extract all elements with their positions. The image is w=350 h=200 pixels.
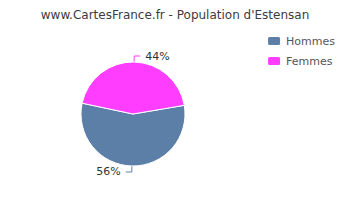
svg-text:www.CartesFrance.fr - Populati: www.CartesFrance.fr - Population d'Esten…: [41, 8, 310, 22]
svg-text:56%: 56%: [96, 165, 120, 178]
svg-text:Hommes: Hommes: [286, 35, 335, 48]
svg-text:Femmes: Femmes: [286, 55, 333, 68]
svg-text:44%: 44%: [145, 50, 169, 63]
